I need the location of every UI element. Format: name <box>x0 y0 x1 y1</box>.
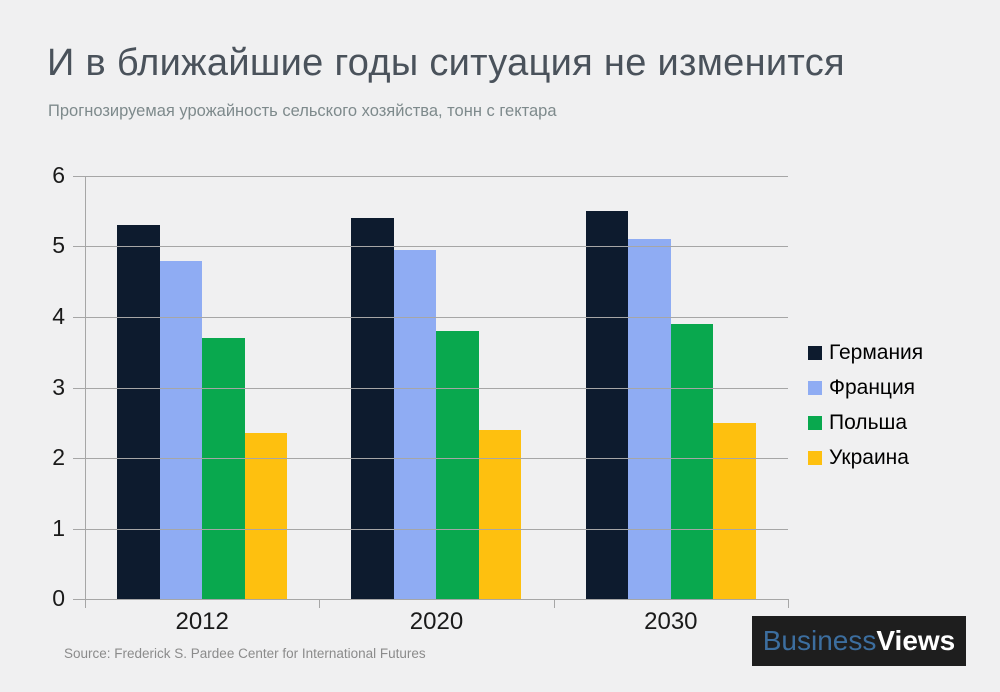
gridline-2 <box>85 457 788 459</box>
logo-text-business: Business <box>762 625 877 656</box>
bar-2020-Франция <box>393 250 437 599</box>
bar-2030-Франция <box>628 239 671 599</box>
y-tick-label-6: 6 <box>52 161 65 188</box>
bar-2020-Украина <box>478 429 522 599</box>
y-tick-5 <box>73 246 85 248</box>
y-tick-label-5: 5 <box>52 232 65 259</box>
legend-item-Польша: Польша <box>808 411 923 435</box>
bar-2020-Польша <box>436 331 479 599</box>
x-tick-2 <box>553 599 555 608</box>
legend-item-Франция: Франция <box>808 376 923 400</box>
legend-label-Германия: Германия <box>829 341 924 364</box>
y-tick-label-1: 1 <box>52 514 65 541</box>
gridline-5 <box>85 246 788 248</box>
x-tick-0 <box>85 599 86 608</box>
businessviews-logo: Business Views <box>752 616 966 666</box>
x-tick-label-2012: 2012 <box>175 608 229 635</box>
y-tick-6 <box>73 176 85 177</box>
bar-2012-Украина <box>244 433 288 599</box>
legend-marker-Германия <box>808 346 822 360</box>
y-tick-label-4: 4 <box>52 302 65 329</box>
legend-label-Украина: Украина <box>829 446 909 469</box>
bar-2030-Германия <box>585 211 629 599</box>
bar-2020-Германия <box>351 218 394 599</box>
y-tick-0 <box>73 599 85 600</box>
gridline-1 <box>85 528 788 530</box>
y-axis: 0 1 2 3 4 5 6 <box>0 162 85 611</box>
y-tick-4 <box>73 316 85 318</box>
plot-area <box>85 176 788 600</box>
y-tick-2 <box>73 457 85 459</box>
bar-group-2030 <box>554 176 788 599</box>
x-tick-1 <box>319 599 321 608</box>
y-tick-1 <box>73 528 85 530</box>
gridline-4 <box>85 316 788 318</box>
bar-groups <box>85 176 788 599</box>
gridline-0 <box>85 599 788 600</box>
bar-2012-Франция <box>159 260 203 599</box>
source-note: Source: Frederick S. Pardee Center for I… <box>64 646 426 661</box>
x-ticks <box>85 599 789 609</box>
legend-marker-Польша <box>808 416 822 430</box>
bar-2030-Украина <box>713 422 756 599</box>
legend-marker-Украина <box>808 451 822 465</box>
page-title: И в ближайшие годы ситуация не изменится <box>47 42 845 84</box>
y-tick-label-3: 3 <box>52 373 65 400</box>
y-tick-label-0: 0 <box>52 584 65 611</box>
legend-label-Франция: Франция <box>829 376 916 399</box>
legend-item-Украина: Украина <box>808 446 923 470</box>
x-tick-3 <box>788 599 789 608</box>
chart-subtitle: Прогнозируемая урожайность сельского хоз… <box>48 102 557 120</box>
bar-group-2020 <box>319 176 553 599</box>
bar-2030-Польша <box>670 324 714 599</box>
legend: Германия Франция Польша Украина <box>808 341 923 470</box>
x-tick-label-2030: 2030 <box>644 608 698 635</box>
logo-text-views: Views <box>876 625 956 656</box>
gridline-3 <box>85 387 788 389</box>
x-tick-label-2020: 2020 <box>409 608 464 635</box>
y-tick-label-2: 2 <box>52 443 65 470</box>
legend-label-Польша: Польша <box>829 411 908 434</box>
x-axis: 2012 2020 2030 <box>85 608 788 636</box>
bar-2012-Германия <box>117 225 160 599</box>
legend-item-Германия: Германия <box>808 341 923 365</box>
bar-2012-Польша <box>202 338 245 599</box>
legend-marker-Франция <box>808 381 822 395</box>
gridline-6 <box>85 176 788 177</box>
y-tick-3 <box>73 387 85 389</box>
